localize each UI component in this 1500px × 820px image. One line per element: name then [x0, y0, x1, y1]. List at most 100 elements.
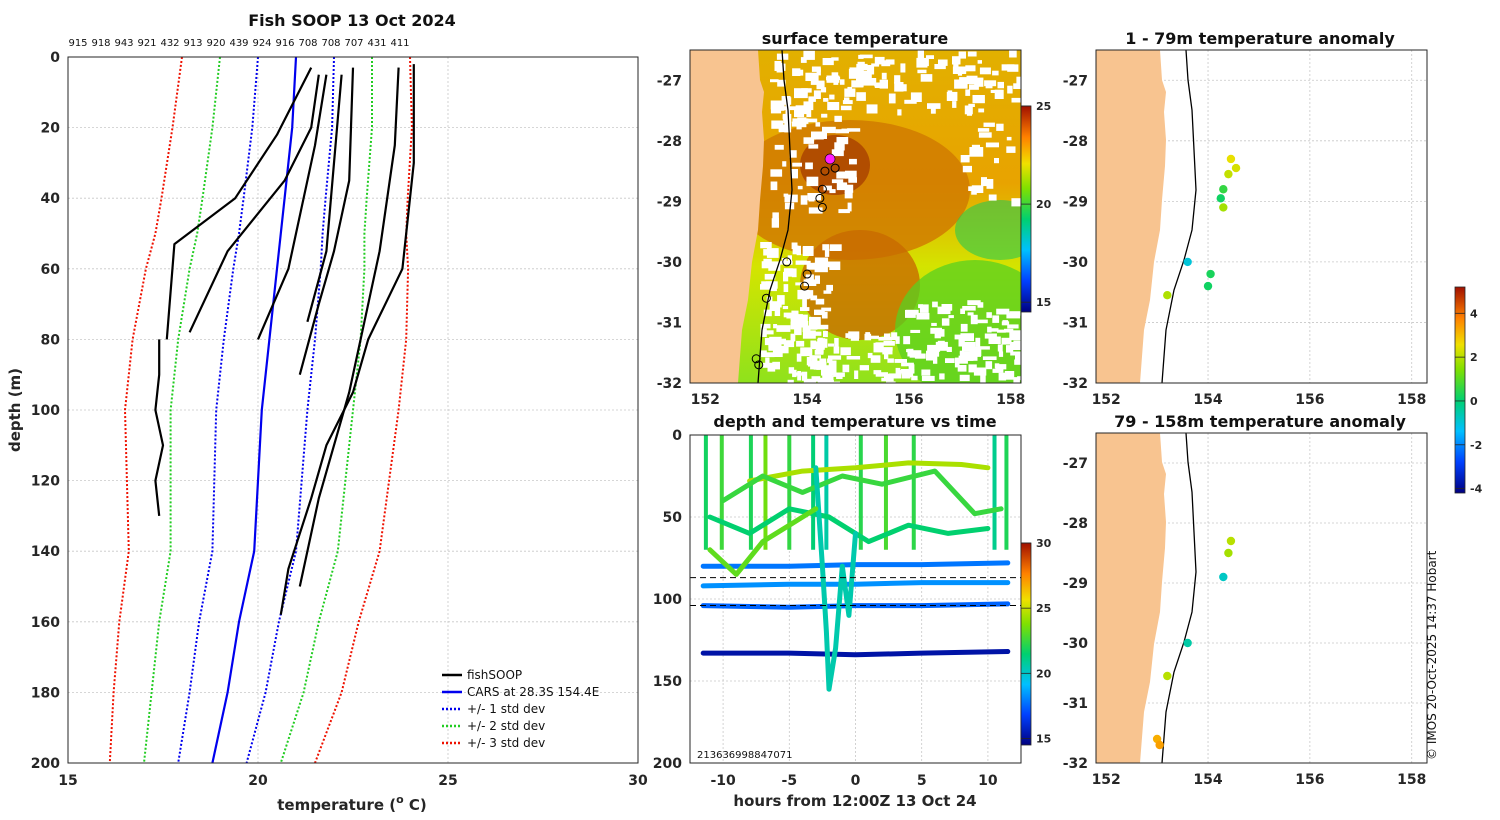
sst-cloud-pixel: [921, 369, 931, 376]
profile-ytick-label: 60: [41, 262, 61, 278]
sst-cloud-pixel: [992, 70, 999, 76]
sst-cloud-pixel: [805, 72, 819, 81]
sst-cloud-pixel: [827, 261, 834, 267]
depth-time-ytick-label: 100: [653, 592, 682, 608]
sst-cloud-pixel: [827, 343, 834, 347]
sst-cloud-pixel: [865, 335, 879, 339]
anom1-point: [1231, 163, 1241, 173]
sst-cloud-pixel: [987, 326, 992, 333]
sst-cloud-pixel: [954, 357, 960, 368]
anom2-ytick-label: -29: [1063, 576, 1088, 592]
depth-time-track: [700, 649, 1011, 658]
sst-cloud-pixel: [806, 108, 812, 118]
sst-cloud-pixel: [900, 63, 906, 73]
depth-time-xtick-label: -10: [710, 773, 736, 789]
sst-cloud-pixel: [930, 327, 942, 334]
sst-cloud-pixel: [802, 326, 811, 333]
sst-cloud-pixel: [806, 176, 819, 187]
sst-cloud-pixel: [808, 144, 819, 149]
std-2-line: [143, 56, 221, 764]
sst-cloud-pixel: [952, 66, 967, 74]
sst-cloud-pixel: [854, 370, 859, 379]
sst-cloud-pixel: [816, 80, 825, 90]
sst-cloud-pixel: [802, 371, 808, 381]
profile-top-id: 918: [91, 38, 110, 49]
sst-cloud-pixel: [964, 105, 973, 115]
sst-cloud-pixel: [914, 353, 926, 359]
anom2-point: [1155, 740, 1164, 750]
sst-cloud-pixel: [911, 375, 918, 381]
sst-cloud-pixel: [815, 324, 829, 330]
sst-map-field: [690, 50, 1021, 383]
sst-cloud-pixel: [790, 321, 796, 330]
sst-cloud-pixel: [988, 336, 1001, 344]
profile-ylabel: depth (m): [6, 368, 24, 452]
profile-top-id: 943: [114, 38, 133, 49]
anom-colorbar-label: -4: [1470, 483, 1483, 496]
fishsoop-profile-line: [165, 67, 313, 340]
sst-cloud-pixel: [814, 257, 829, 264]
sst-cloud-pixel: [849, 67, 860, 75]
sst-cloud-pixel: [770, 181, 778, 191]
sst-cloud-pixel: [926, 350, 934, 361]
sst-xtick-label: 156: [894, 392, 923, 408]
sst-cloud-pixel: [766, 296, 773, 303]
profile-top-id: 915: [68, 38, 87, 49]
sst-cloud-pixel: [879, 79, 888, 89]
fishsoop-profile-line: [306, 74, 343, 323]
sst-cloud-pixel: [810, 295, 818, 301]
sst-cloud-pixel: [1002, 320, 1009, 326]
sst-cloud-pixel: [866, 104, 878, 114]
anom1-point: [1206, 269, 1215, 279]
sst-cloud-pixel: [886, 381, 896, 383]
sst-cloud-pixel: [847, 202, 852, 212]
depth-time-colorbar: [1020, 542, 1032, 746]
sst-cloud-pixel: [821, 131, 827, 139]
sst-cloud-pixel: [988, 194, 997, 201]
sst-cloud-pixel: [904, 372, 914, 378]
sst-cloud-pixel: [828, 360, 837, 370]
sst-cloud-pixel: [901, 362, 914, 367]
sst-cloud-pixel: [783, 284, 789, 292]
sst-cloud-pixel: [760, 328, 767, 337]
sst-cloud-pixel: [897, 109, 902, 116]
sst-cloud-pixel: [792, 369, 797, 378]
profile-ytick-label: 40: [41, 191, 61, 207]
sst-cloud-pixel: [796, 353, 802, 362]
sst-cloud-pixel: [965, 89, 971, 96]
sst-cloud-pixel: [884, 382, 893, 383]
sst-cloud-pixel: [777, 295, 785, 305]
sst-cloud-pixel: [800, 57, 807, 63]
sst-cloud-pixel: [871, 63, 880, 67]
sst-cloud-pixel: [927, 103, 941, 109]
sst-cloud-pixel: [797, 185, 803, 190]
sst-cloud-pixel: [800, 347, 813, 357]
anom2-points: [1152, 536, 1236, 750]
sst-cloud-pixel: [792, 162, 802, 167]
sst-cloud-pixel: [883, 347, 893, 351]
sst-cloud-pixel: [760, 323, 771, 329]
sst-cloud-pixel: [776, 325, 791, 332]
sst-cloud-pixel: [770, 169, 783, 177]
sst-cloud-pixel: [833, 381, 840, 383]
sst-cloud-pixel: [978, 108, 985, 113]
legend-label-std1: +/- 1 std dev: [467, 702, 545, 716]
sst-cloud-pixel: [933, 356, 938, 364]
sst-cloud-pixel: [795, 282, 802, 286]
sst-cloud-pixel: [764, 337, 775, 346]
sst-cloud-pixel: [1017, 77, 1021, 85]
sst-cloud-pixel: [774, 144, 784, 150]
sst-cloud-pixel: [836, 137, 849, 145]
sst-cloud-pixel: [1006, 312, 1021, 319]
sst-cloud-pixel: [782, 161, 787, 167]
sst-cloud-pixel: [805, 274, 814, 281]
sst-cloud-pixel: [838, 209, 850, 214]
sst-cloud-pixel: [887, 358, 894, 363]
sst-cloud-pixel: [794, 88, 808, 99]
sst-colorbar-label: 25: [1036, 100, 1051, 113]
sst-cloud-pixel: [922, 58, 929, 67]
anom1-land: [1096, 50, 1166, 383]
sst-cloud-pixel: [803, 137, 815, 144]
sst-cloud-pixel: [894, 82, 904, 92]
sst-cloud-pixel: [762, 362, 775, 368]
